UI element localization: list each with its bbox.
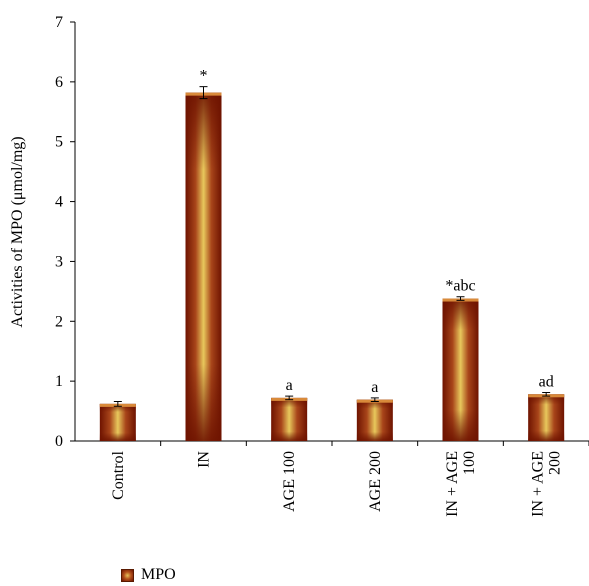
bar-group: *	[185, 68, 222, 441]
y-tick-label: 2	[55, 313, 63, 330]
y-tick-label: 4	[55, 194, 63, 211]
significance-label: a	[371, 379, 378, 396]
significance-label: ad	[539, 374, 554, 391]
x-tick-label-line: AGE 200	[367, 451, 384, 512]
x-tick-label: AGE 100	[281, 451, 298, 512]
x-tick-label-line: IN	[196, 451, 213, 468]
x-tick-label-line: IN + AGE	[530, 451, 547, 517]
legend: MPO	[121, 566, 176, 584]
y-tick-label: 5	[55, 134, 63, 151]
bar-group: a	[271, 377, 308, 441]
bar-group: a	[356, 379, 393, 441]
x-tick-label: IN + AGE200	[530, 451, 564, 517]
bar-shade	[442, 298, 479, 441]
legend-label-mpo: MPO	[141, 566, 176, 583]
x-tick-label: IN	[196, 451, 213, 468]
x-tick-label: IN + AGE100	[444, 451, 478, 517]
bar-group: ad	[528, 374, 565, 441]
y-tick-label: 6	[55, 74, 63, 91]
bar-shade	[528, 394, 565, 441]
y-tick-label: 1	[55, 373, 63, 390]
x-tick-label-line: AGE 100	[281, 451, 298, 512]
legend-swatch-mpo	[121, 568, 134, 582]
axes	[74, 22, 589, 442]
y-axis-label: Activities of MPO (μmol/mg)	[9, 136, 26, 327]
y-tick-label: 7	[55, 14, 63, 31]
x-tick-label: AGE 200	[367, 451, 384, 512]
x-tick-label-line: Control	[110, 450, 127, 499]
y-tick-label: 0	[55, 433, 63, 450]
bars: * a a *abc ad	[99, 68, 565, 441]
bar-group: *abc	[442, 278, 479, 441]
significance-label: a	[286, 377, 293, 394]
x-tick-label-line: 200	[547, 451, 564, 475]
x-ticks	[160, 441, 589, 446]
significance-label: *	[200, 68, 208, 85]
x-tick-labels: Control IN AGE 100 AGE 200 IN + AGE100 IN + A…	[110, 450, 564, 516]
x-tick-label-line: 100	[461, 451, 478, 475]
bar-shade	[271, 397, 308, 441]
bar-group	[99, 400, 136, 441]
bar-shade	[356, 399, 393, 441]
x-tick-label: Control	[110, 450, 127, 499]
y-ticks: 0 1 2 3 4 5 6 7	[55, 14, 75, 450]
bar-shade	[99, 403, 136, 441]
x-tick-label-line: IN + AGE	[444, 451, 461, 517]
significance-label: *abc	[445, 278, 475, 295]
y-tick-label: 3	[55, 253, 63, 270]
bar-shade	[185, 92, 222, 441]
